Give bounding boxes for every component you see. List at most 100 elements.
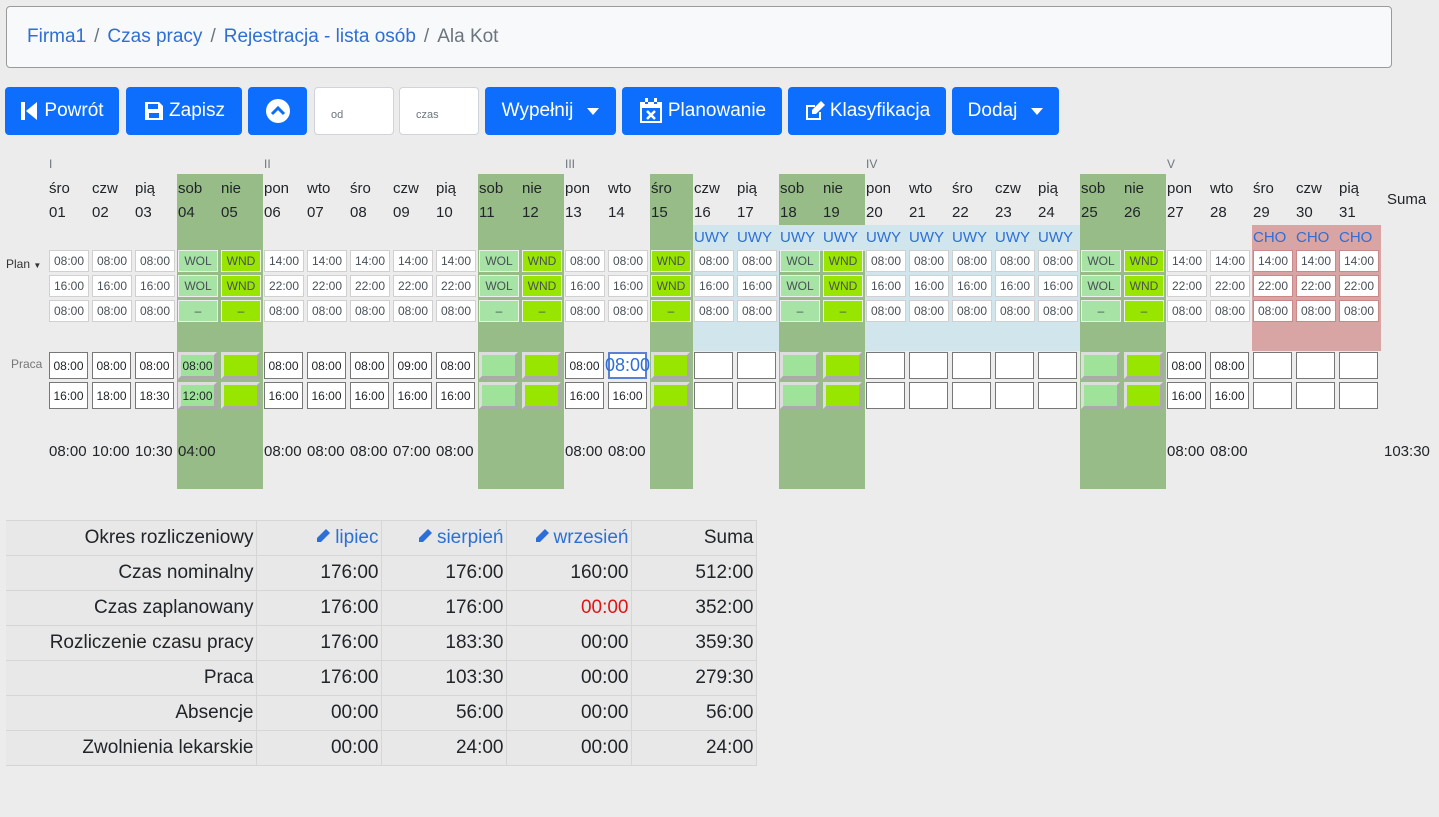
work-cell[interactable] [780, 352, 819, 379]
plan-cell[interactable]: 16:00 [565, 275, 605, 297]
plan-cell[interactable]: – [780, 300, 820, 322]
breadcrumb-czas-pracy[interactable]: Czas pracy [107, 26, 203, 47]
plan-cell[interactable]: WOL [479, 250, 519, 272]
work-cell[interactable] [1339, 352, 1378, 379]
month-link[interactable]: lipiec [315, 527, 379, 548]
plan-cell[interactable]: 14:00 [264, 250, 304, 272]
back-button[interactable]: Powrót [5, 87, 119, 135]
plan-cell[interactable]: 14:00 [1339, 250, 1379, 272]
plan-cell[interactable]: 16:00 [608, 275, 648, 297]
plan-cell[interactable]: 08:00 [909, 300, 949, 322]
plan-cell[interactable]: 08:00 [49, 250, 89, 272]
plan-cell[interactable]: WOL [780, 275, 820, 297]
save-button[interactable]: Zapisz [126, 87, 242, 135]
plan-cell[interactable]: WND [522, 250, 562, 272]
work-cell[interactable] [522, 352, 561, 379]
work-cell[interactable] [479, 352, 518, 379]
plan-cell[interactable]: 08:00 [737, 300, 777, 322]
work-cell[interactable] [1253, 382, 1292, 409]
scroll-up-button[interactable] [248, 87, 307, 135]
plan-cell[interactable]: 16:00 [694, 275, 734, 297]
work-cell[interactable]: 08:00 [1167, 352, 1206, 379]
work-cell[interactable] [952, 382, 991, 409]
plan-cell[interactable]: 16:00 [92, 275, 132, 297]
plan-cell[interactable]: 08:00 [1210, 300, 1250, 322]
work-cell[interactable]: 08:00 [1210, 352, 1249, 379]
work-cell[interactable]: 16:00 [350, 382, 389, 409]
plan-cell[interactable]: 08:00 [92, 250, 132, 272]
plan-cell[interactable]: 08:00 [1253, 300, 1293, 322]
plan-cell[interactable]: 08:00 [135, 300, 175, 322]
plan-cell[interactable]: 14:00 [1210, 250, 1250, 272]
plan-cell[interactable]: – [522, 300, 562, 322]
work-cell[interactable]: 16:00 [307, 382, 346, 409]
work-cell[interactable] [823, 352, 862, 379]
work-cell[interactable]: 16:00 [1210, 382, 1249, 409]
plan-cell[interactable]: 14:00 [1296, 250, 1336, 272]
plan-cell[interactable]: – [178, 300, 218, 322]
work-cell[interactable] [651, 352, 690, 379]
work-cell[interactable] [1038, 382, 1077, 409]
plan-cell[interactable]: 22:00 [1296, 275, 1336, 297]
plan-cell[interactable]: 16:00 [909, 275, 949, 297]
plan-cell[interactable]: 08:00 [1339, 300, 1379, 322]
work-cell[interactable] [221, 352, 260, 379]
work-cell[interactable]: 08:00 [307, 352, 346, 379]
plan-cell[interactable]: 08:00 [264, 300, 304, 322]
work-cell[interactable]: 16:00 [49, 382, 88, 409]
plan-cell[interactable]: 08:00 [565, 300, 605, 322]
plan-cell[interactable]: 14:00 [307, 250, 347, 272]
plan-cell[interactable]: 08:00 [866, 250, 906, 272]
plan-cell[interactable]: WND [221, 275, 261, 297]
plan-cell[interactable]: 22:00 [393, 275, 433, 297]
plan-cell[interactable]: 08:00 [565, 250, 605, 272]
plan-cell[interactable]: 14:00 [436, 250, 476, 272]
plan-cell[interactable]: 22:00 [307, 275, 347, 297]
breadcrumb-firma[interactable]: Firma1 [27, 26, 87, 47]
plan-cell[interactable]: 14:00 [393, 250, 433, 272]
fill-dropdown[interactable]: Wypełnij [485, 87, 616, 135]
plan-cell[interactable]: WOL [780, 250, 820, 272]
work-cell[interactable] [522, 382, 561, 409]
plan-cell[interactable]: 08:00 [608, 300, 648, 322]
plan-cell[interactable]: 08:00 [608, 250, 648, 272]
plan-cell[interactable]: 08:00 [952, 250, 992, 272]
plan-cell[interactable]: 08:00 [694, 300, 734, 322]
plan-cell[interactable]: 16:00 [866, 275, 906, 297]
work-cell[interactable]: 08:00 [436, 352, 475, 379]
plan-cell[interactable]: 08:00 [909, 250, 949, 272]
work-cell[interactable] [694, 352, 733, 379]
plan-cell[interactable]: 22:00 [350, 275, 390, 297]
breadcrumb-rejestracja[interactable]: Rejestracja - lista osób [223, 26, 416, 47]
plan-cell[interactable]: 08:00 [1038, 250, 1078, 272]
work-cell[interactable] [1081, 382, 1120, 409]
work-cell[interactable]: 08:00 [565, 352, 604, 379]
work-cell[interactable] [952, 352, 991, 379]
plan-cell[interactable]: – [823, 300, 863, 322]
work-cell[interactable]: 16:00 [565, 382, 604, 409]
work-cell[interactable] [1124, 382, 1163, 409]
work-cell[interactable]: 08:00 [605, 352, 650, 379]
plan-cell[interactable]: – [1081, 300, 1121, 322]
work-cell[interactable]: 16:00 [608, 382, 647, 409]
work-cell[interactable]: 08:00 [92, 352, 131, 379]
plan-cell[interactable]: WOL [479, 275, 519, 297]
plan-cell[interactable]: WND [651, 275, 691, 297]
plan-cell[interactable]: WOL [178, 250, 218, 272]
work-cell[interactable] [780, 382, 819, 409]
work-cell[interactable]: 18:30 [135, 382, 174, 409]
plan-cell[interactable]: 08:00 [307, 300, 347, 322]
plan-cell[interactable]: WND [522, 275, 562, 297]
work-cell[interactable]: 08:00 [49, 352, 88, 379]
plan-cell[interactable]: WOL [178, 275, 218, 297]
plan-cell[interactable]: 16:00 [737, 275, 777, 297]
plan-dropdown[interactable]: Plan ▼ [6, 257, 42, 271]
work-cell[interactable]: 08:00 [135, 352, 174, 379]
work-cell[interactable] [866, 382, 905, 409]
month-link[interactable]: wrzesień [534, 527, 629, 548]
work-cell[interactable] [1296, 382, 1335, 409]
work-cell[interactable]: 18:00 [92, 382, 131, 409]
work-cell[interactable] [1253, 352, 1292, 379]
work-cell[interactable]: 16:00 [393, 382, 432, 409]
work-cell[interactable] [694, 382, 733, 409]
